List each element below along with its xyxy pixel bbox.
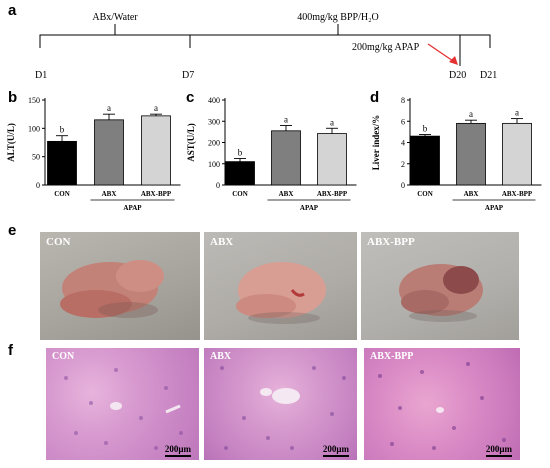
panel-letter-c: c — [186, 89, 195, 106]
scale-line-con — [164, 455, 191, 457]
scale-text-abx-bpp: 200μm — [485, 444, 512, 454]
liver-photo-abx-bpp: ABX-BPP — [361, 232, 519, 340]
alt-y-tick-label: 100 — [28, 124, 40, 133]
alt-bar — [141, 115, 171, 186]
ast-y-tick-label: 300 — [208, 117, 220, 126]
timeline-day-d7: D7 — [182, 70, 194, 81]
ast-bar — [271, 130, 301, 186]
alt-y-axis-label: ALT(U/L) — [6, 123, 16, 162]
liver-photo-con: CON — [40, 232, 200, 340]
ast-y-tick-label: 400 — [208, 96, 220, 105]
photo-label-abx: ABX — [210, 236, 234, 248]
panel-letter-b: b — [8, 89, 18, 106]
ast-bar — [317, 133, 347, 186]
ast-sig-letter: a — [284, 115, 288, 125]
panel-letter-e: e — [8, 222, 17, 239]
alt-sig-letter: a — [107, 103, 111, 113]
liver-y-tick-label: 2 — [401, 160, 405, 169]
liver-index-bar-chart: Liver index/% 0 2 4 6 8 b CON a ABX a ABX-BPP APAP — [371, 96, 542, 212]
alt-bar-chart: ALT(U/L) 0 50 100 150 b CON a ABX a ABX-BPP APAP — [6, 96, 181, 212]
liver-y-tick-label: 4 — [401, 139, 405, 148]
photo-label-abx-bpp: ABX-BPP — [367, 236, 415, 248]
timeline-apap-label: 200mg/kg APAP — [352, 42, 420, 53]
liver-bar — [456, 122, 486, 186]
scale-text-abx: 200μm — [322, 444, 349, 454]
alt-y-tick-label: 150 — [28, 96, 40, 105]
ast-y-tick-label: 0 — [216, 181, 220, 190]
scale-bar-con: 200μm — [164, 444, 191, 457]
alt-bar — [94, 119, 124, 186]
ast-y-tick-label: 200 — [208, 139, 220, 148]
ast-category-label: CON — [232, 190, 248, 198]
liver-y-tick-label: 8 — [401, 96, 405, 105]
timeline-day-d20: D20 — [449, 70, 466, 81]
ast-category-label: ABX-BPP — [317, 190, 348, 198]
scale-text-con: 200μm — [164, 444, 191, 454]
scale-line-abx-bpp — [485, 455, 512, 457]
liver-shape-abx-bpp — [399, 264, 483, 322]
ast-sig-letter: b — [238, 147, 243, 157]
timeline-day-d21: D21 — [480, 70, 497, 81]
liver-group-label: APAP — [485, 204, 504, 212]
photo-label-con: CON — [46, 236, 71, 248]
alt-category-label: ABX-BPP — [141, 190, 172, 198]
liver-category-label: ABX — [464, 190, 479, 198]
liver-y-axis-label: Liver index/% — [371, 115, 381, 171]
liver-category-label: CON — [417, 190, 433, 198]
histology-texture-con — [64, 368, 183, 450]
scale-line-abx — [322, 455, 349, 457]
histology-abx: ABX 200μm — [204, 348, 357, 460]
alt-sig-letter: b — [60, 125, 65, 135]
alt-category-label: CON — [54, 190, 70, 198]
liver-shape-abx — [236, 262, 326, 324]
panel-letter-d: d — [370, 89, 380, 106]
liver-y-tick-label: 0 — [401, 181, 405, 190]
timeline-bpp-label: 400mg/kg BPP/H₂O — [297, 12, 379, 23]
ast-group-label: APAP — [300, 204, 319, 212]
histology-texture-abx-bpp — [378, 362, 506, 450]
alt-y-tick-label: 0 — [36, 181, 40, 190]
ast-category-label: ABX — [279, 190, 294, 198]
scale-bar-abx-bpp: 200μm — [485, 444, 512, 457]
panel-letter-f: f — [8, 342, 13, 359]
liver-bar — [502, 122, 532, 186]
timeline-day-d1: D1 — [35, 70, 47, 81]
histology-con: CON 200μm — [46, 348, 199, 460]
alt-bar — [47, 140, 77, 186]
timeline-bpp-bracket — [190, 34, 491, 48]
histology-texture-abx — [220, 366, 346, 450]
histology-label-con: CON — [52, 351, 75, 362]
alt-group-label: APAP — [123, 204, 142, 212]
liver-sig-letter: b — [423, 124, 428, 134]
liver-photo-abx: ABX — [204, 232, 357, 340]
apap-arrowhead — [449, 56, 458, 65]
ast-sig-letter: a — [330, 117, 334, 127]
timeline-diagram: ABx/Water 400mg/kg BPP/H₂O 200mg/kg APAP… — [35, 12, 497, 81]
liver-shape-con — [60, 260, 164, 318]
alt-y-tick-label: 50 — [32, 153, 40, 162]
liver-bar — [410, 135, 440, 186]
ast-bar — [225, 161, 255, 186]
alt-category-label: ABX — [102, 190, 117, 198]
alt-sig-letter: a — [154, 103, 158, 113]
liver-category-label: ABX-BPP — [502, 190, 533, 198]
ast-y-axis-label: AST(U/L) — [186, 123, 196, 162]
histology-abx-bpp: ABX-BPP 200μm — [364, 348, 520, 460]
timeline-abx-bracket — [39, 34, 191, 48]
ast-y-tick-label: 100 — [208, 160, 220, 169]
liver-sig-letter: a — [515, 108, 519, 118]
panel-letter-a: a — [8, 2, 17, 19]
ast-bar-chart: AST(U/L) 0 100 200 300 400 b CON a ABX a ABX-BPP APA… — [186, 96, 357, 212]
histology-label-abx-bpp: ABX-BPP — [370, 351, 414, 362]
liver-y-tick-label: 6 — [401, 117, 405, 126]
timeline-abx-label: ABx/Water — [92, 12, 138, 23]
histology-label-abx: ABX — [210, 351, 232, 362]
scale-bar-abx: 200μm — [322, 444, 349, 457]
liver-sig-letter: a — [469, 109, 473, 119]
